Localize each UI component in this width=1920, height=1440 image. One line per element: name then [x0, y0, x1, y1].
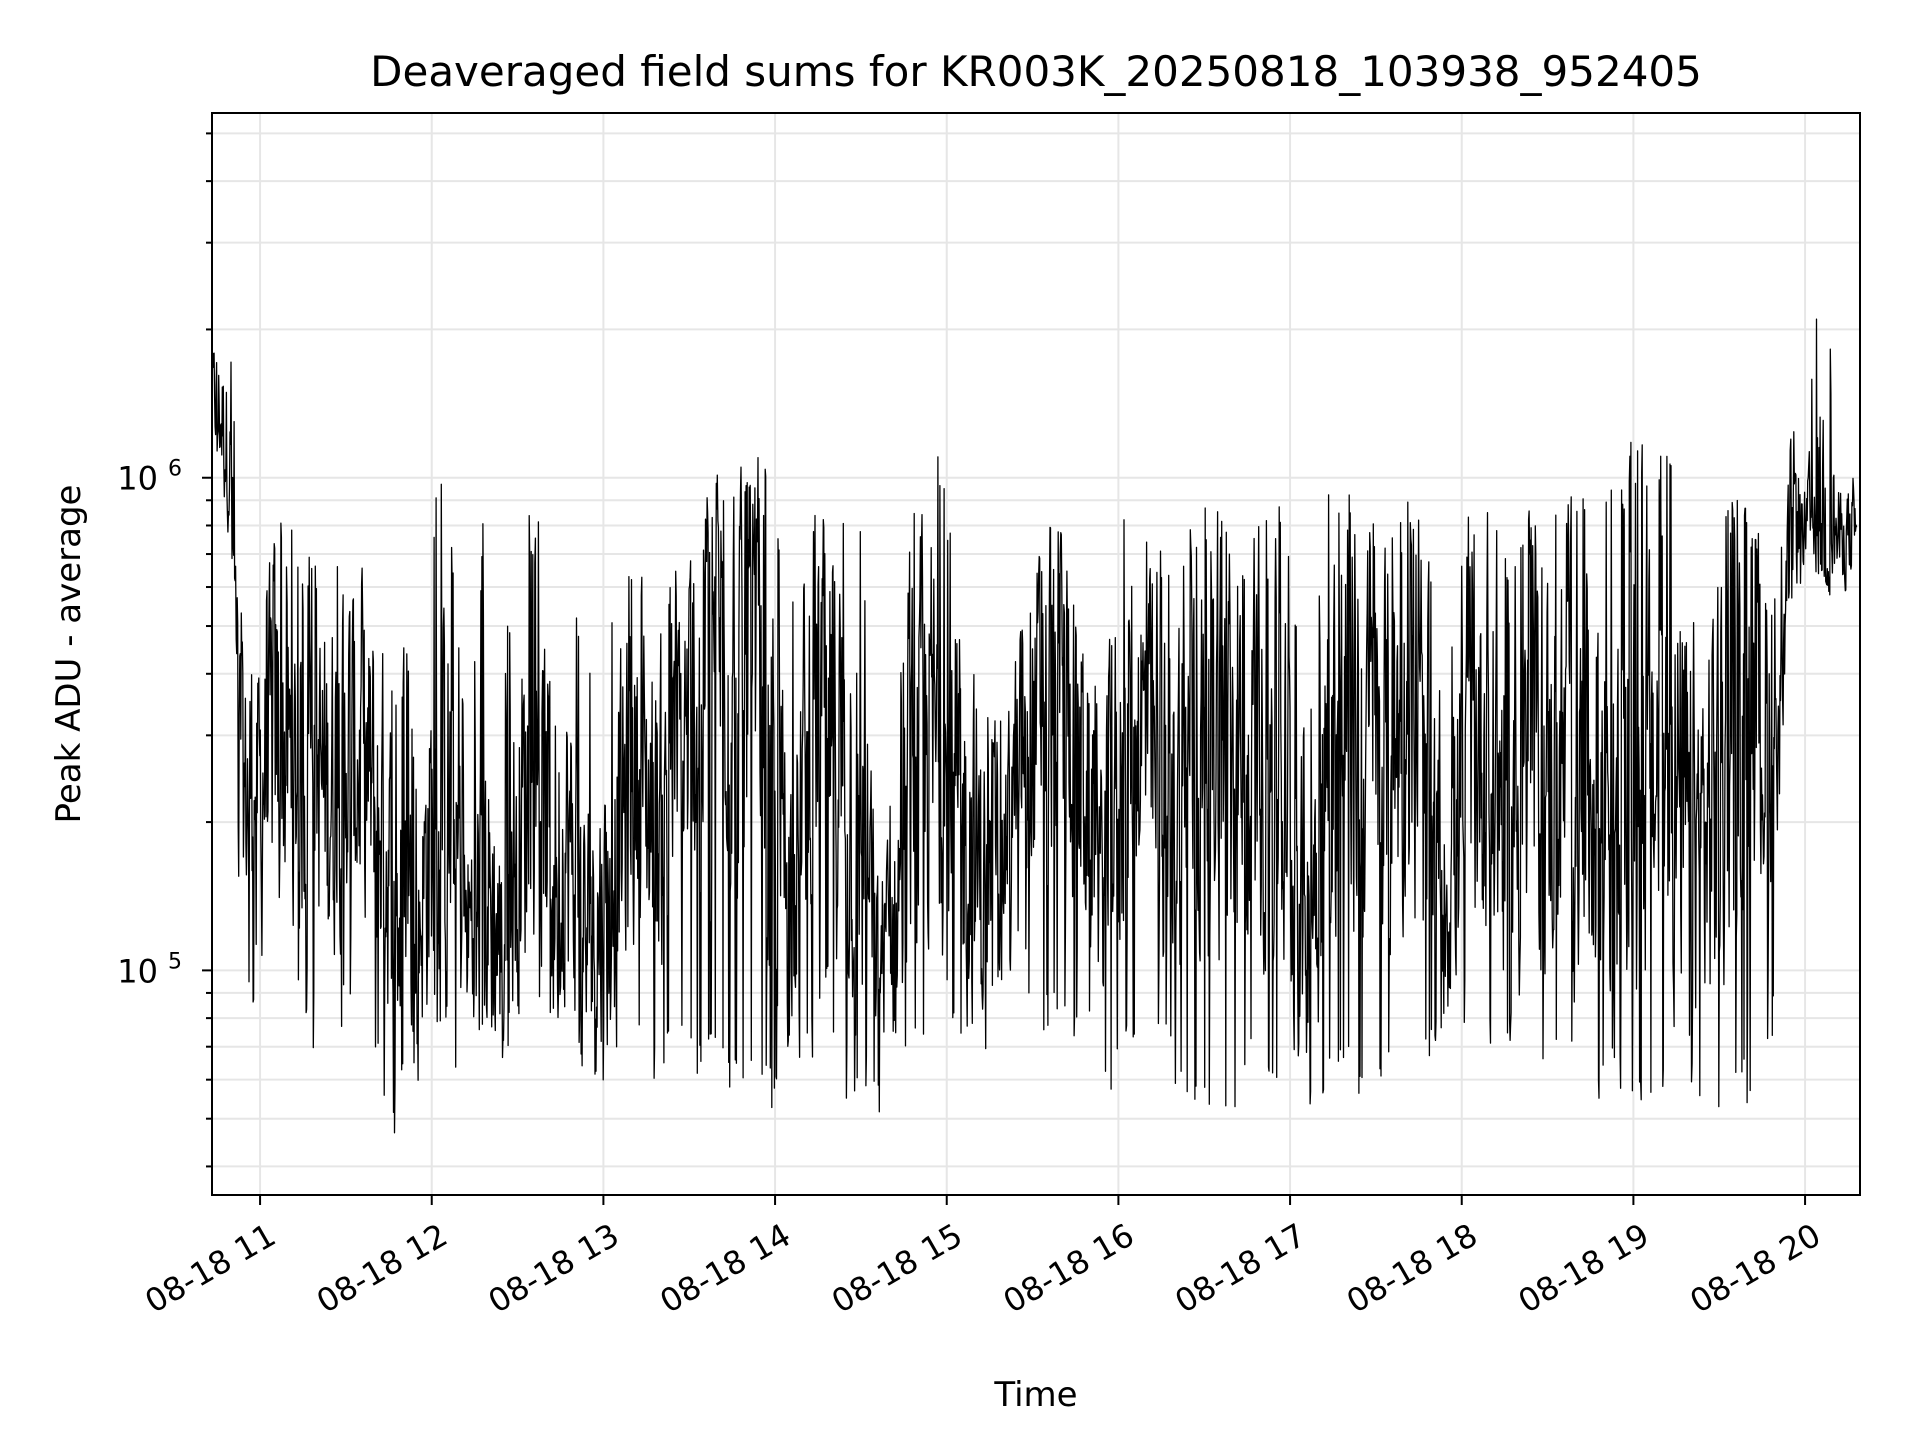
data-line [211, 318, 1858, 1134]
y-axis-label: Peak ADU - average [49, 485, 89, 824]
chart-title: Deaveraged field sums for KR003K_2025081… [370, 47, 1702, 96]
plot-frame [211, 112, 1861, 1196]
y-tick-label-exponent: 6 [168, 457, 182, 482]
y-tick-label: 10 [117, 460, 158, 498]
y-tick-label-exponent: 5 [168, 949, 182, 974]
y-tick-label: 10 [117, 952, 158, 990]
series-line [211, 318, 1858, 1134]
x-axis-label: Time [993, 1375, 1077, 1415]
